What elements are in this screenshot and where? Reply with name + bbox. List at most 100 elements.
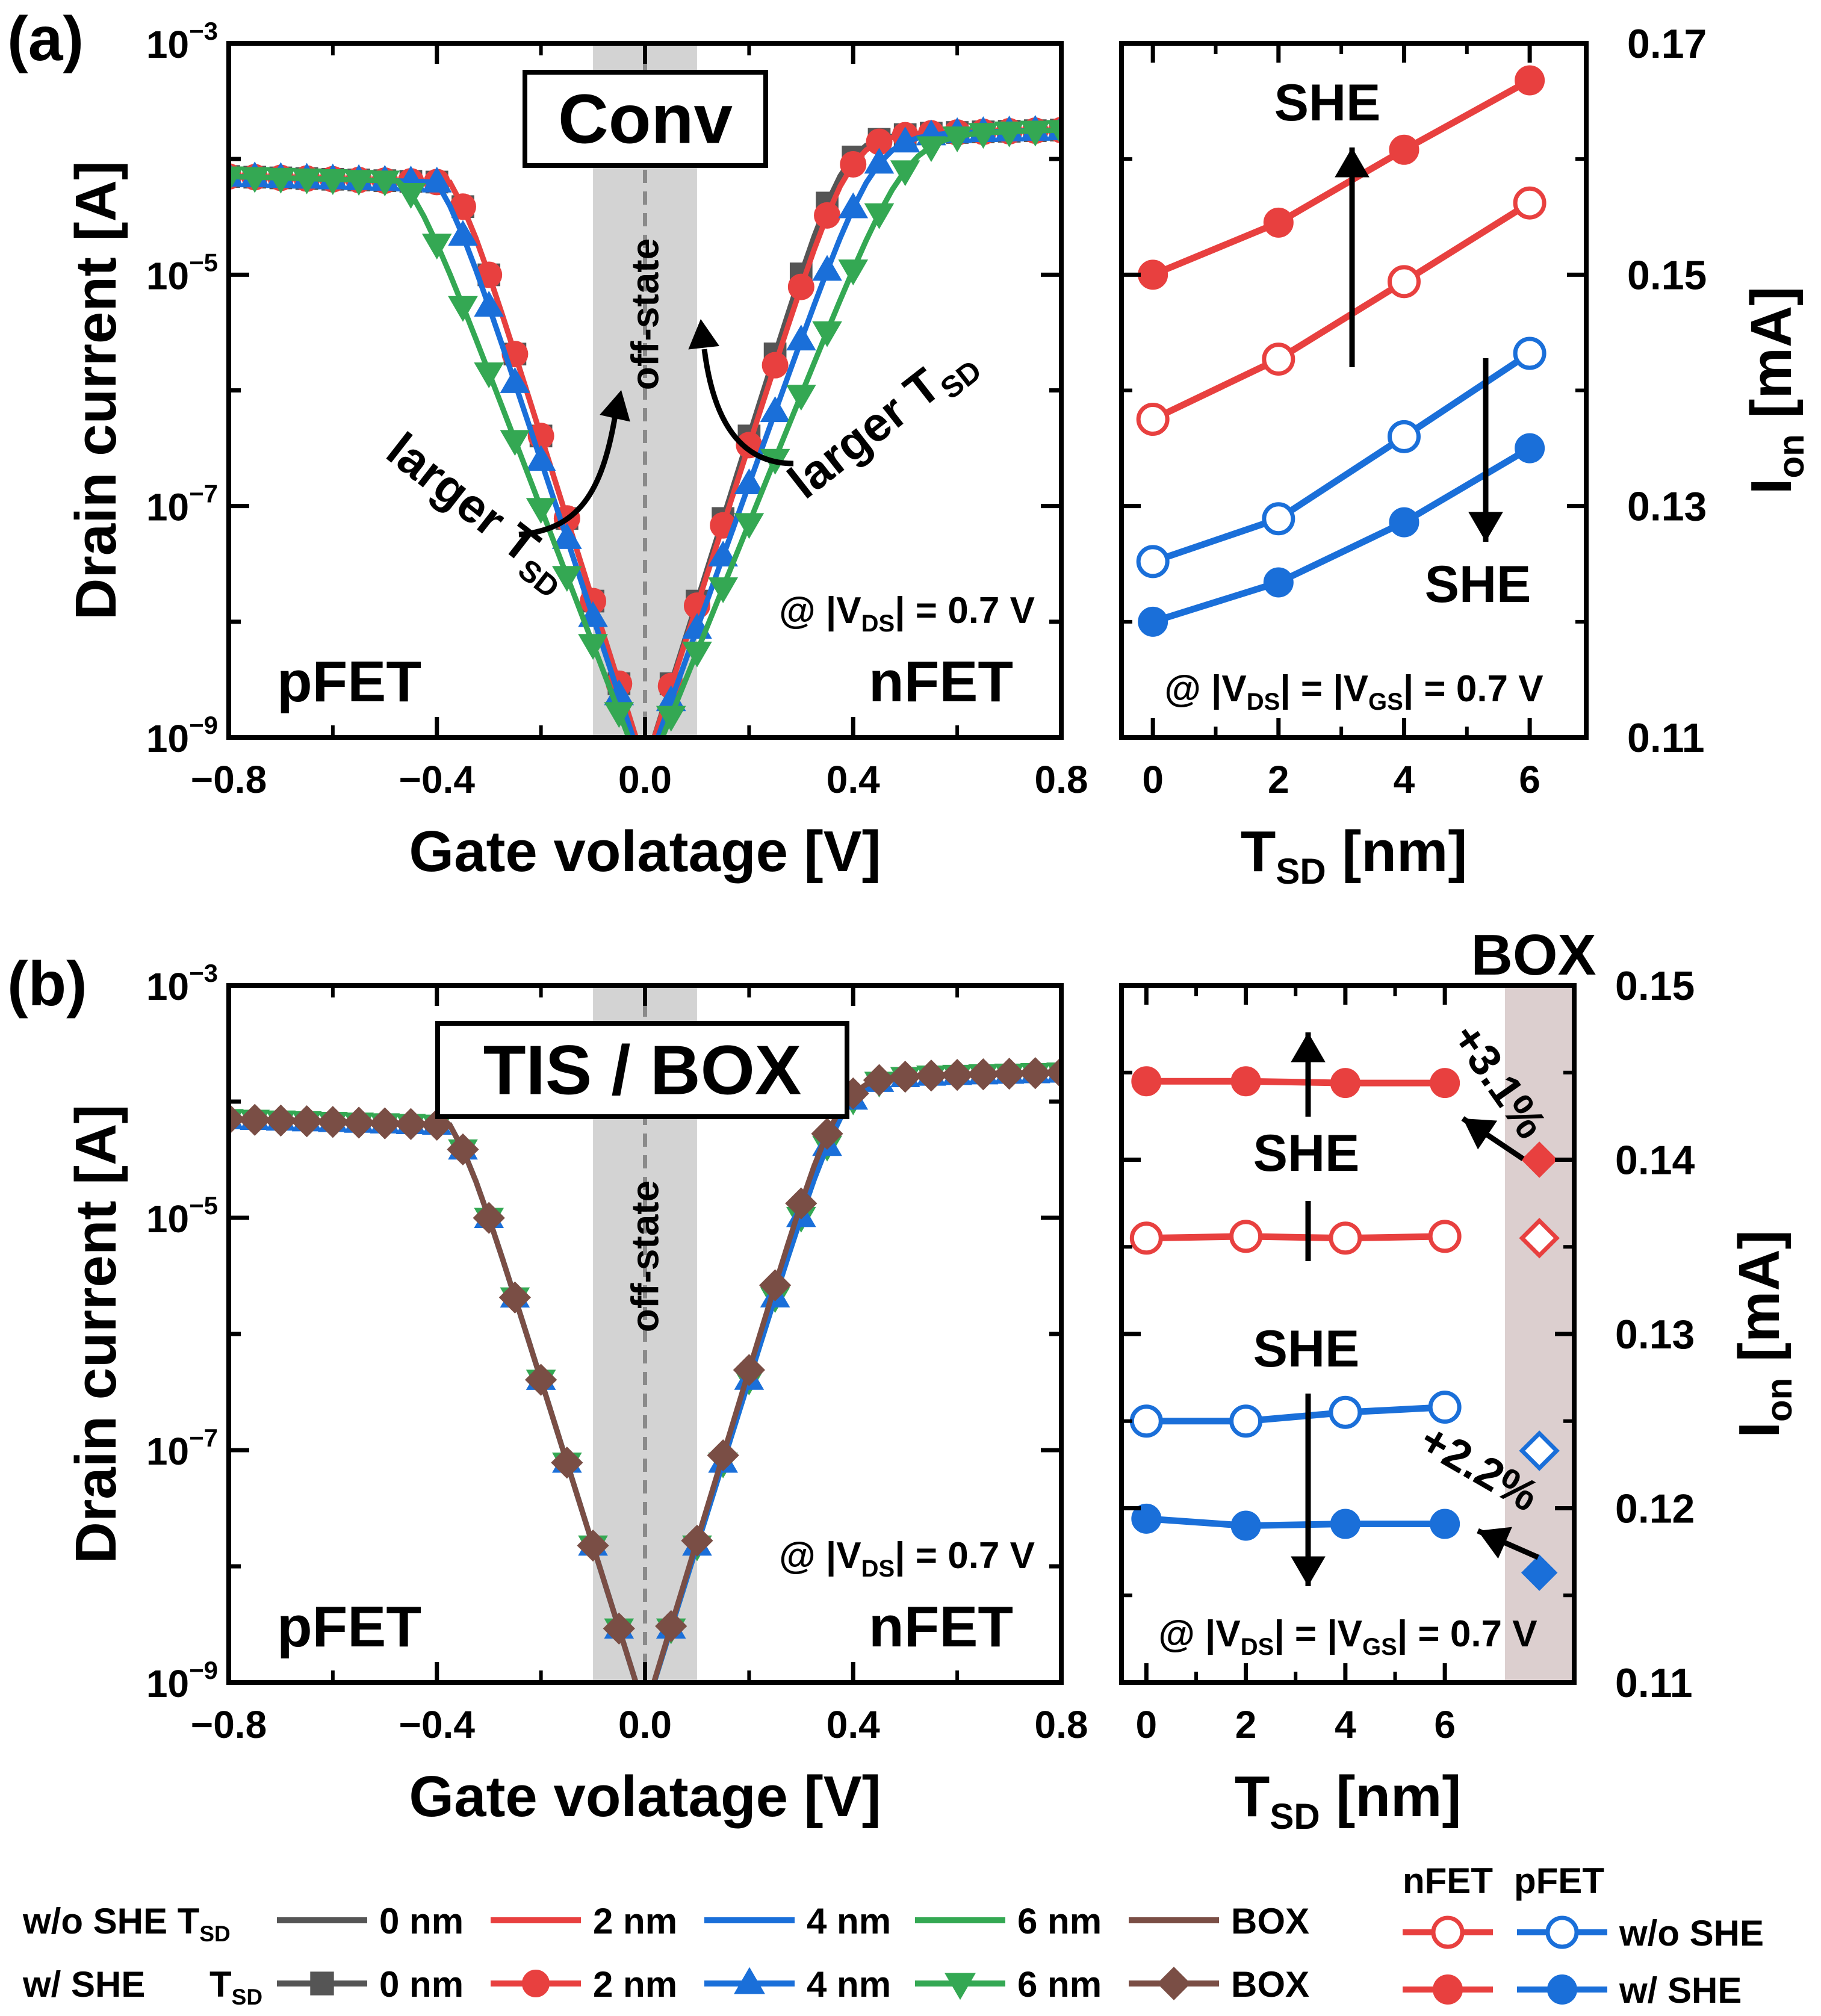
- cond-mid: | = |V: [1280, 668, 1368, 710]
- data-point: [500, 430, 530, 456]
- legend-item-wo: 4 nm: [807, 1901, 891, 1941]
- data-point: [318, 169, 348, 195]
- legend-p-marker: [1547, 1974, 1577, 2005]
- legend-row1-label: w/o SHE TSD: [22, 1901, 231, 1946]
- data-point: [368, 1107, 401, 1140]
- label-tail: [mA]: [1739, 287, 1804, 434]
- label-main: larger T: [778, 358, 951, 509]
- y-tick-exp: −5: [189, 248, 218, 276]
- data-point: [811, 1117, 843, 1150]
- y-axis-title: Ion [mA]: [1727, 1230, 1799, 1438]
- ion-data-point: [1129, 1221, 1163, 1255]
- legend-item-w: BOX: [1231, 1964, 1309, 2005]
- y-tick-base: 10: [146, 717, 189, 760]
- vds-vgs-condition: @ |VDS| = |VGS| = 0.7 V: [1158, 1613, 1537, 1660]
- y-tick-label: 10−5: [146, 1191, 218, 1241]
- legend-row2-t: TSD: [209, 1964, 262, 2009]
- pct-n-arrow-head: [1463, 1118, 1498, 1150]
- data-point: [864, 203, 895, 229]
- data-point: [526, 445, 556, 471]
- x-tick-label: 0: [1136, 1703, 1158, 1746]
- pct-p-arrow-head: [1478, 1527, 1512, 1559]
- ion-series-line: [1146, 1078, 1445, 1087]
- y-tick-label: 10−3: [146, 959, 218, 1008]
- y-axis-title: Drain current [A]: [64, 161, 128, 620]
- ion-series-line: [1146, 1515, 1445, 1529]
- ion-series-line: [1152, 77, 1531, 278]
- data-point: [498, 1281, 532, 1314]
- data-point: [604, 702, 634, 728]
- legend-marker: [522, 1970, 550, 1997]
- data-point: [655, 1610, 687, 1642]
- data-point: [1046, 120, 1061, 146]
- data-point: [941, 1059, 973, 1091]
- data-point: [993, 1058, 1026, 1090]
- ion-data-point: [1515, 433, 1545, 464]
- ion-data-point: [1262, 343, 1295, 376]
- she-arrow-p-head: [1468, 512, 1503, 542]
- data-point: [577, 1529, 609, 1562]
- data-point: [396, 183, 426, 209]
- data-point: [734, 513, 765, 539]
- data-point: [758, 1269, 792, 1301]
- x-axis-title: Gate volatage [V]: [409, 819, 881, 884]
- x-axis-title: TSD [nm]: [1235, 1764, 1462, 1837]
- label-main: T: [1235, 1764, 1270, 1829]
- x-tick-label: 0.8: [1035, 758, 1088, 801]
- data-point: [708, 541, 738, 567]
- panel-b-ion-chart: BOX 0 2 4 6 0.15 0.14 0.13 0.12 0.11 TSD [nm] Ion […: [1119, 923, 1799, 1837]
- data-point: [229, 166, 244, 193]
- y-tick-label: 10−3: [146, 17, 218, 66]
- data-point: [915, 1059, 948, 1092]
- data-point: [229, 1103, 245, 1135]
- ion-data-point: [1513, 186, 1546, 220]
- y-tick-label: 0.13: [1615, 1312, 1695, 1357]
- legend-item-wo: 0 nm: [379, 1901, 464, 1941]
- box-data-point: [1521, 1141, 1558, 1178]
- y-tick-label: 10−7: [146, 480, 218, 529]
- x-tick-label: 0.4: [827, 758, 880, 801]
- title-box: [523, 70, 768, 168]
- data-point: [840, 150, 867, 178]
- data-point: [552, 566, 582, 592]
- y-tick-base: 10: [146, 1197, 189, 1241]
- data-point: [421, 166, 452, 193]
- panel-label-a: (a): [7, 4, 84, 74]
- label-tail: [mA]: [1727, 1230, 1792, 1377]
- data-point: [863, 1064, 896, 1096]
- label-main: I: [1727, 1422, 1792, 1438]
- data-point: [447, 1133, 479, 1166]
- box-band-label: BOX: [1471, 923, 1596, 987]
- legend-item-wo: BOX: [1231, 1901, 1309, 1941]
- ion-series-line: [1146, 1233, 1445, 1242]
- y-tick-label: 10−9: [146, 1656, 218, 1705]
- data-point: [707, 1439, 739, 1472]
- ion-data-point: [1263, 207, 1294, 238]
- data-point: [552, 523, 582, 549]
- data-point: [786, 385, 816, 411]
- label-main: T: [209, 1964, 232, 2005]
- y-axis-title: Ion [mA]: [1739, 287, 1811, 494]
- data-point: [448, 296, 478, 322]
- data-point: [238, 1103, 271, 1136]
- ion-data-point: [1389, 507, 1419, 538]
- y-tick-exp: −7: [189, 480, 218, 508]
- legend-n-marker: [1433, 1974, 1463, 2005]
- legend-header-pfet: pFET: [1514, 1861, 1604, 1901]
- data-point: [291, 168, 322, 194]
- ion-data-point: [1262, 502, 1295, 536]
- data-point: [344, 170, 374, 196]
- data-point: [473, 1202, 505, 1234]
- y-tick-label: 0.11: [1627, 715, 1705, 761]
- data-point: [812, 255, 842, 281]
- ion-data-point: [1515, 65, 1545, 96]
- off-state-label: off-state: [624, 1180, 667, 1332]
- label-tail: [nm]: [1326, 819, 1468, 884]
- y-tick-exp: −5: [189, 1191, 218, 1220]
- cond-sub: DS: [861, 610, 895, 637]
- nfet-label: nFET: [869, 650, 1013, 714]
- data-point: [264, 1104, 297, 1137]
- y-tick-base: 10: [146, 1430, 189, 1473]
- legend-item-wo: 6 nm: [1017, 1901, 1102, 1941]
- legend-p-marker: [1545, 1915, 1579, 1949]
